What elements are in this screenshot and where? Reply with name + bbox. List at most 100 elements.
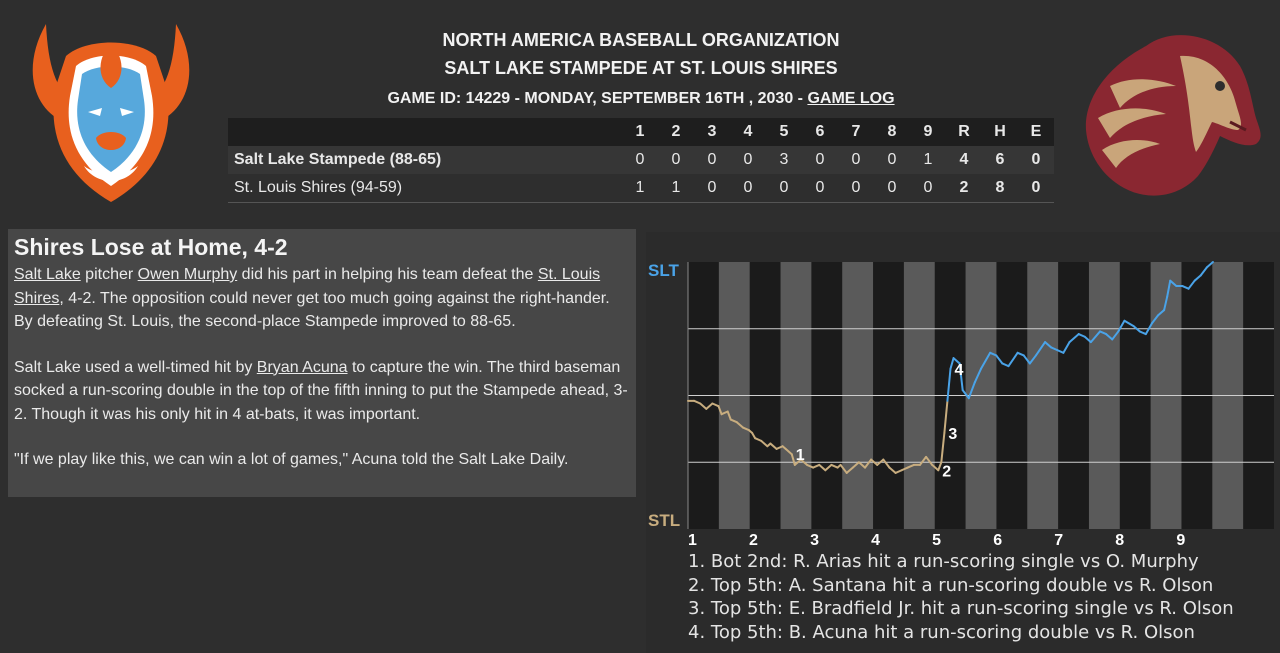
series-segment xyxy=(1001,362,1010,368)
inning-tick-label: 2 xyxy=(749,532,758,549)
runs-total: 4 xyxy=(946,146,982,174)
table-row: St. Louis Shires (94-59) 1 1 0 0 0 0 0 0… xyxy=(228,174,1054,203)
series-segment xyxy=(839,463,848,474)
series-segment xyxy=(784,447,793,456)
series-segment xyxy=(812,463,821,469)
league-title: NORTH AMERICA BASEBALL ORGANIZATION xyxy=(442,30,840,50)
series-segment xyxy=(1205,261,1214,269)
inning-header: 1 xyxy=(622,118,658,146)
inning-tick-label: 4 xyxy=(871,532,880,549)
list-item: 2. Top 5th: A. Santana hit a run-scoring… xyxy=(688,574,1214,596)
series-segment xyxy=(1056,349,1065,354)
inning-header: 6 xyxy=(802,118,838,146)
series-segment xyxy=(1138,330,1147,336)
series-segment xyxy=(949,357,955,370)
series-segment xyxy=(1193,274,1202,282)
inning-header: 4 xyxy=(730,118,766,146)
series-segment xyxy=(900,466,909,472)
series-segment xyxy=(1199,266,1208,277)
inning-tick-label: 1 xyxy=(688,532,697,549)
story-paragraph: Salt Lake used a well-timed hit by Bryan… xyxy=(14,356,630,427)
inning-header: 7 xyxy=(838,118,874,146)
series-segment xyxy=(995,354,1004,365)
series-segment xyxy=(720,410,729,416)
series-segment xyxy=(729,418,738,424)
errors-total: 0 xyxy=(1018,146,1054,174)
series-segment xyxy=(1028,354,1037,365)
series-segment xyxy=(717,405,723,416)
series-segment xyxy=(1123,319,1135,328)
inning-score: 0 xyxy=(910,174,946,203)
series-segment xyxy=(845,466,854,474)
inning-tick-label: 7 xyxy=(1054,532,1063,549)
story-link[interactable]: Bryan Acuna xyxy=(256,358,348,376)
series-segment xyxy=(1068,333,1080,344)
list-item: 3. Top 5th: E. Bradfield Jr. hit a run-s… xyxy=(688,598,1234,619)
series-segment xyxy=(888,466,897,474)
series-segment xyxy=(1022,354,1031,365)
story-text: did his part in helping his team defeat … xyxy=(237,266,538,283)
scoring-event-marker: 4 xyxy=(954,362,963,379)
series-segment xyxy=(1157,309,1166,317)
st-louis-shires-logo xyxy=(1085,35,1261,196)
team-column-header xyxy=(228,118,622,146)
inning-tick-label: 3 xyxy=(810,532,819,549)
series-segment xyxy=(726,410,732,421)
series-segment xyxy=(1044,341,1053,349)
inning-header: 2 xyxy=(658,118,694,146)
story-link[interactable]: St. Louis Shires xyxy=(14,266,601,307)
game-header: NORTH AMERICA BASEBALL ORGANIZATION SALT… xyxy=(228,26,1054,112)
scoring-event-marker: 1 xyxy=(796,447,805,464)
inning-header: 8 xyxy=(874,118,910,146)
game-log-link[interactable]: GAME LOG xyxy=(807,90,895,107)
inning-score: 0 xyxy=(874,174,910,203)
story-text: Salt Lake used a well-timed hit by xyxy=(14,358,257,376)
series-segment xyxy=(751,431,757,440)
scoring-events-list: 1. Bot 2nd: R. Arias hit a run-scoring s… xyxy=(688,550,1234,644)
series-segment xyxy=(851,461,860,469)
inning-header: 3 xyxy=(694,118,730,146)
story-paragraph: Salt Lake pitcher Owen Murphy did his pa… xyxy=(14,263,630,334)
series-segment xyxy=(864,458,873,469)
series-segment xyxy=(824,463,833,472)
series-segment xyxy=(1111,330,1120,341)
series-segment xyxy=(1083,335,1092,344)
inning-score: 0 xyxy=(730,174,766,203)
series-segment xyxy=(940,431,946,464)
inning-score: 1 xyxy=(910,146,946,174)
series-segment xyxy=(1007,351,1019,368)
story-link[interactable]: Salt Lake xyxy=(14,266,81,283)
top-team-label: SLT xyxy=(648,261,679,280)
story-headline: Shires Lose at Home, 4-2 xyxy=(14,234,288,260)
series-segment xyxy=(799,458,809,466)
home-team-name: St. Louis Shires (94-59) xyxy=(228,174,622,203)
series-segment xyxy=(857,461,867,469)
runs-total: 2 xyxy=(946,174,982,203)
series-segment xyxy=(1050,346,1059,352)
series-segment xyxy=(1016,351,1025,357)
series-segment xyxy=(946,367,952,402)
series-segment xyxy=(830,463,839,469)
list-item: 4. Top 5th: B. Acuna hit a run-scoring d… xyxy=(688,621,1195,643)
series-segment xyxy=(1166,279,1172,298)
story-link[interactable]: Owen Murphy xyxy=(137,266,238,283)
series-segment xyxy=(1144,322,1153,336)
inning-score: 3 xyxy=(766,146,802,174)
hits-total: 6 xyxy=(982,146,1018,174)
scoring-event-marker: 2 xyxy=(942,463,951,480)
series-segment xyxy=(870,458,879,466)
series-segment xyxy=(952,357,961,365)
series-segment xyxy=(906,463,915,469)
inning-score: 0 xyxy=(766,174,802,203)
inning-tick-label: 5 xyxy=(932,532,941,549)
inning-header: 5 xyxy=(766,118,802,146)
linescore-header-row: 1 2 3 4 5 6 7 8 9 R H E xyxy=(228,118,1054,146)
series-segment xyxy=(894,469,903,474)
inning-tick-label: 8 xyxy=(1115,532,1124,549)
series-segment xyxy=(989,351,998,357)
story-text: to capture the win. The third baseman so… xyxy=(14,358,628,423)
series-segment xyxy=(1169,279,1178,288)
inning-score: 0 xyxy=(730,146,766,174)
series-segment xyxy=(1062,341,1071,354)
inning-score: 0 xyxy=(694,174,730,203)
